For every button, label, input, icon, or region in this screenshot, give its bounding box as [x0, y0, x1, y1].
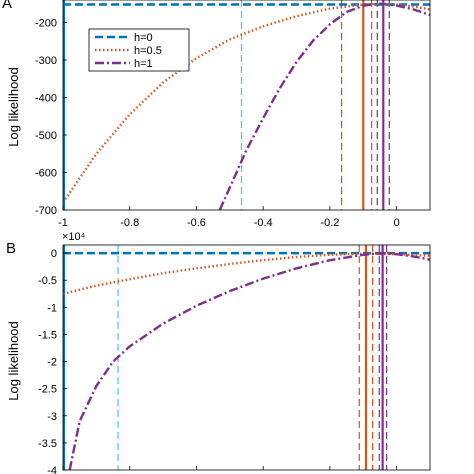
- legend-box: [88, 28, 190, 72]
- panel-b: B ×10⁴ Log likelihood -4 -3.5 -3 -2.5 -2 -1.5…: [6, 231, 431, 474]
- panel-b-marks: [63, 245, 430, 470]
- panel-a-series-h1: [218, 2, 430, 210]
- panel-a-plot: -700 -600 -500 -400 -300 -200 -1 -0.8 -0.6 -0.4 -0…: [35, 0, 431, 229]
- legend: h=0 h=0.5 h=1: [88, 28, 190, 72]
- legend-entry-h1: h=1: [134, 58, 153, 70]
- panel-a-ytick-label-3: -400: [35, 93, 57, 105]
- panel-b-plot: -4-3.5-3-2.5-2-1.5-1-0.50-1-0.8-0.6-0.4-…: [38, 244, 431, 474]
- panel-b-axes-box: [62, 244, 431, 471]
- legend-entry-h05: h=0.5: [134, 45, 162, 57]
- panel-b-ytick-label-1: -3.5: [38, 438, 57, 450]
- panel-b-ytick-label-7: -0.5: [38, 275, 57, 287]
- panel-a-xtick-label-3: -0.4: [254, 217, 273, 229]
- panel-a-axes-box: [62, 0, 431, 211]
- panel-a-marks: [63, 0, 430, 210]
- panel-b-ytick-label-2: -3: [47, 411, 57, 423]
- panel-b-ytick-label-4: -2: [47, 357, 57, 369]
- panel-a-ytick-label-1: -600: [35, 168, 57, 180]
- panel-a-xtick-label-2: -0.6: [187, 217, 206, 229]
- panel-a-ytick-label-4: -300: [35, 55, 57, 67]
- panel-b-ytick-label-0: -4: [47, 465, 57, 474]
- panel-b-ytick-label-5: -1.5: [38, 329, 57, 341]
- panel-a-xtick-label-4: -0.2: [320, 217, 339, 229]
- panel-b-ylabel: Log likelihood: [6, 321, 21, 401]
- panel-b-yscale-label: ×10⁴: [62, 231, 86, 243]
- panel-a-xtick-label-0: -1: [58, 217, 68, 229]
- panel-b-ytick-label-8: 0: [51, 248, 57, 260]
- panel-a: A Log likelihood -700 -600 -500 -400 -300 -20…: [2, 0, 431, 229]
- panel-a-ytick-label-2: -500: [35, 130, 57, 142]
- panel-b-ytick-label-3: -2.5: [38, 384, 57, 396]
- panel-a-ytick-label-5: -200: [35, 18, 57, 30]
- panel-a-xtick-label-5: 0: [394, 217, 400, 229]
- legend-entry-h0: h=0: [134, 32, 153, 44]
- panel-a-label: A: [2, 0, 12, 12]
- panel-a-xtick-label-1: -0.8: [120, 217, 139, 229]
- panel-b-ytick-label-6: -1: [47, 302, 57, 314]
- panel-a-ytick-label-0: -700: [35, 205, 57, 217]
- panel-b-label: B: [6, 240, 16, 257]
- panel-a-ylabel: Log likelihood: [6, 67, 21, 147]
- panel-b-series-h1: [68, 251, 430, 470]
